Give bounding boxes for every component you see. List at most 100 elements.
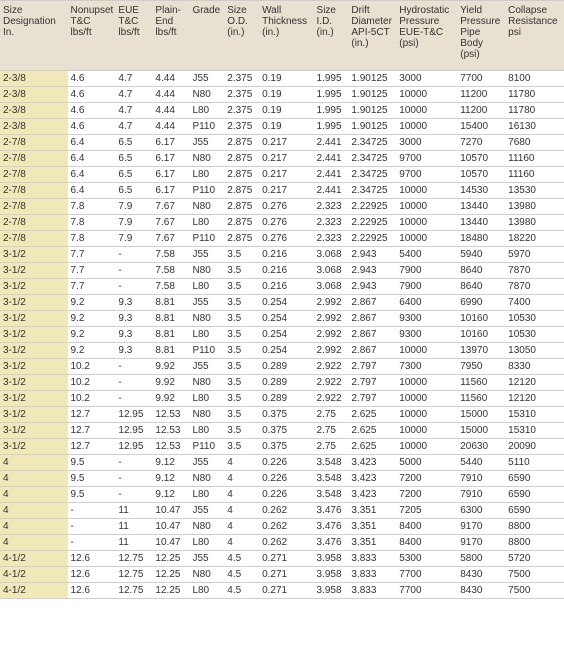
cell: 10.2: [68, 391, 116, 407]
cell: 9.2: [68, 327, 116, 343]
cell: 4: [0, 455, 68, 471]
table-row: 4-1/212.612.7512.25N804.50.2713.9583.833…: [0, 567, 564, 583]
cell: 18480: [457, 231, 505, 247]
cell: 6590: [505, 471, 564, 487]
col-header-6: WallThickness(in.): [259, 1, 313, 71]
cell: J55: [189, 135, 224, 151]
table-row: 3-1/29.29.38.81N803.50.2542.9922.8679300…: [0, 311, 564, 327]
cell: 0.254: [259, 343, 313, 359]
cell: 3.5: [224, 359, 259, 375]
cell: 2.922: [314, 359, 349, 375]
table-row: 49.5-9.12L8040.2263.5483.423720079106590: [0, 487, 564, 503]
cell: 12.53: [152, 439, 189, 455]
cell: 4.44: [152, 103, 189, 119]
cell: 8.81: [152, 327, 189, 343]
cell: 10000: [396, 407, 457, 423]
cell: 5940: [457, 247, 505, 263]
cell: 7700: [457, 71, 505, 87]
cell: 10530: [505, 327, 564, 343]
cell: L80: [189, 327, 224, 343]
cell: 9.92: [152, 359, 189, 375]
cell: 7500: [505, 567, 564, 583]
cell: 0.19: [259, 103, 313, 119]
cell: 11200: [457, 87, 505, 103]
cell: 3-1/2: [0, 423, 68, 439]
cell: 3.351: [348, 535, 396, 551]
cell: P110: [189, 183, 224, 199]
cell: 6.4: [68, 183, 116, 199]
cell: 5970: [505, 247, 564, 263]
cell: 9.5: [68, 455, 116, 471]
cell: 4.6: [68, 87, 116, 103]
table-row: 2-7/87.87.97.67N802.8750.2762.3232.22925…: [0, 199, 564, 215]
col-header-8: DriftDiameterAPI-5CT(in.): [348, 1, 396, 71]
cell: 2.943: [348, 263, 396, 279]
cell: 0.254: [259, 327, 313, 343]
cell: 8100: [505, 71, 564, 87]
cell: 6.17: [152, 151, 189, 167]
cell: 4: [224, 503, 259, 519]
cell: 7680: [505, 135, 564, 151]
cell: L80: [189, 167, 224, 183]
cell: L80: [189, 535, 224, 551]
cell: 2.625: [348, 407, 396, 423]
cell: 0.289: [259, 375, 313, 391]
cell: 3.548: [314, 487, 349, 503]
cell: 12.6: [68, 551, 116, 567]
cell: 2.375: [224, 71, 259, 87]
cell: 7500: [505, 583, 564, 599]
cell: 0.254: [259, 311, 313, 327]
cell: 2.34725: [348, 167, 396, 183]
cell: 3.5: [224, 263, 259, 279]
cell: 11200: [457, 103, 505, 119]
table-row: 2-3/84.64.74.44N802.3750.191.9951.901251…: [0, 87, 564, 103]
cell: 10.47: [152, 519, 189, 535]
cell: 3000: [396, 71, 457, 87]
cell: 4: [0, 519, 68, 535]
cell: 0.276: [259, 199, 313, 215]
cell: 3.548: [314, 455, 349, 471]
cell: 9170: [457, 519, 505, 535]
cell: 3.958: [314, 551, 349, 567]
cell: 2.22925: [348, 231, 396, 247]
cell: J55: [189, 71, 224, 87]
cell: 3.423: [348, 471, 396, 487]
cell: 7.9: [115, 231, 152, 247]
cell: 2.22925: [348, 215, 396, 231]
cell: 12.95: [115, 423, 152, 439]
cell: P110: [189, 119, 224, 135]
cell: 4.6: [68, 103, 116, 119]
cell: 3.5: [224, 327, 259, 343]
cell: 7.9: [115, 199, 152, 215]
cell: 8640: [457, 279, 505, 295]
cell: 0.216: [259, 247, 313, 263]
cell: N80: [189, 87, 224, 103]
cell: 2.34725: [348, 135, 396, 151]
cell: 4.6: [68, 71, 116, 87]
cell: 12.6: [68, 567, 116, 583]
cell: 8430: [457, 583, 505, 599]
cell: 15000: [457, 407, 505, 423]
cell: -: [115, 487, 152, 503]
cell: -: [115, 471, 152, 487]
cell: 2.75: [314, 439, 349, 455]
cell: 4: [0, 503, 68, 519]
table-row: 3-1/212.712.9512.53P1103.50.3752.752.625…: [0, 439, 564, 455]
cell: 2-3/8: [0, 119, 68, 135]
cell: 4.5: [224, 551, 259, 567]
cell: L80: [189, 279, 224, 295]
cell: L80: [189, 215, 224, 231]
cell: 13970: [457, 343, 505, 359]
cell: 2.992: [314, 327, 349, 343]
cell: 10000: [396, 439, 457, 455]
cell: 7270: [457, 135, 505, 151]
col-header-5: SizeO.D.(in.): [224, 1, 259, 71]
cell: 2.922: [314, 375, 349, 391]
cell: 2.943: [348, 279, 396, 295]
cell: 4.5: [224, 583, 259, 599]
cell: 10.47: [152, 503, 189, 519]
cell: J55: [189, 295, 224, 311]
cell: 6.5: [115, 151, 152, 167]
cell: 8.81: [152, 311, 189, 327]
cell: 20630: [457, 439, 505, 455]
